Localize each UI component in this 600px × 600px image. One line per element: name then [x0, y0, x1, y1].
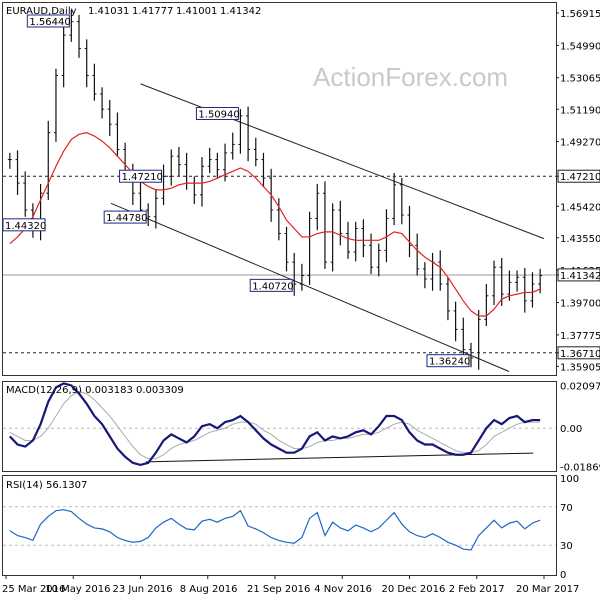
ohlc-readout-value: 1.41001 [176, 6, 217, 17]
rsi-title: RSI(14) 56.1307 [6, 480, 87, 491]
price-tick-label: 1.47210 [560, 172, 600, 183]
date-tick-label: 20 Dec 2016 [382, 584, 446, 595]
price-annotation: 1.44780 [103, 210, 148, 224]
trend-channel-lower [110, 202, 510, 372]
price-tick-label: 1.39700 [560, 299, 600, 310]
rsi-line [9, 509, 541, 551]
date-tick-label: 4 Nov 2016 [314, 584, 372, 595]
price-annotation-label: 1.36240 [429, 357, 470, 368]
macd-signal-line [9, 391, 541, 460]
macd-tick-label: -0.018693 [560, 462, 600, 473]
price-tick-label: 1.53065 [560, 74, 600, 85]
date-tick-label: 8 Aug 2016 [180, 584, 238, 595]
price-annotation: 1.50940 [195, 106, 240, 120]
price-tick-label: 1.51190 [560, 105, 600, 116]
price-annotation: 1.36240 [426, 354, 470, 368]
price-annotation: 1.40720 [249, 278, 294, 292]
date-tick-label: 23 Jun 2016 [113, 584, 173, 595]
price-tick-label: 1.49270 [560, 138, 600, 149]
price-annotation: 1.56440 [26, 14, 71, 28]
price-panel-frame [2, 2, 557, 376]
date-tick-label: 21 Sep 2016 [247, 584, 310, 595]
macd-trendline [145, 452, 534, 463]
date-tick-label: 10 May 2016 [45, 584, 110, 595]
date-tick-label: 20 Mar 2017 [516, 584, 579, 595]
price-annotation-label: 1.44320 [5, 221, 46, 232]
macd-title: MACD(12,26,9) 0.003183 0.003309 [6, 385, 184, 396]
price-tick-label: 1.37775 [560, 331, 600, 342]
chart-title: EURAUD,Daily [6, 6, 77, 17]
price-annotation-label: 1.44780 [106, 213, 147, 224]
moving-average-line [9, 132, 541, 317]
price-tick-label: 1.56915 [560, 9, 600, 20]
price-annotation-label: 1.47210 [122, 172, 163, 183]
price-tick-label: 1.35905 [560, 362, 600, 373]
price-tick-label: 1.41342 [560, 271, 600, 282]
ohlc-readout-value: 1.41777 [132, 6, 173, 17]
price-tick-label: 1.54990 [560, 41, 600, 52]
rsi-tick-label: 100 [560, 474, 579, 485]
rsi-tick-label: 0 [560, 570, 566, 581]
price-annotation: 1.44320 [2, 218, 46, 232]
price-tick-label: 1.43550 [560, 234, 600, 245]
price-annotation-label: 1.40720 [252, 281, 293, 292]
macd-tick-label: 0.020975 [560, 381, 600, 392]
ohlc-readout-value: 1.41031 [88, 6, 129, 17]
macd-panel-frame [2, 381, 557, 472]
date-tick-label: 25 Mar 2016 [2, 584, 65, 595]
rsi-panel-frame [2, 475, 557, 576]
price-annotation: 1.47210 [119, 169, 163, 183]
price-annotation-label: 1.50940 [198, 109, 239, 120]
ohlc-readout-value: 1.41342 [220, 6, 261, 17]
price-annotation-label: 1.56440 [29, 17, 70, 28]
price-tick-label: 1.45420 [560, 202, 600, 213]
price-tick-label: 1.36710 [560, 349, 600, 360]
rsi-tick-label: 30 [560, 541, 573, 552]
watermark: ActionForex.com [313, 62, 508, 92]
macd-main-line [9, 382, 541, 467]
date-tick-label: 2 Feb 2017 [449, 584, 505, 595]
macd-tick-label: 0.00 [560, 424, 582, 435]
rsi-tick-label: 70 [560, 503, 573, 514]
